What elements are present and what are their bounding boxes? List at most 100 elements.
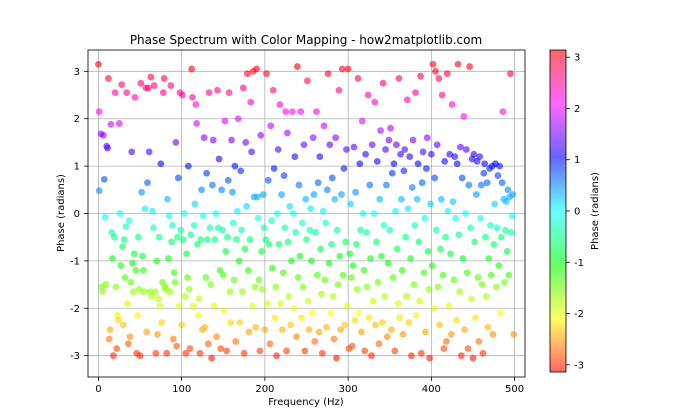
scatter-point [499, 108, 507, 116]
scatter-point [167, 82, 175, 89]
y-tick-label: -1 [70, 256, 80, 267]
scatter-point [397, 150, 404, 158]
y-tick-label: 3 [74, 67, 80, 78]
scatter-point [395, 75, 403, 82]
scatter-point [117, 262, 125, 270]
scatter-point [182, 349, 190, 357]
scatter-point [404, 205, 412, 213]
scatter-point [459, 255, 467, 262]
scatter-point [165, 212, 173, 220]
scatter-point [222, 248, 230, 255]
scatter-point [452, 214, 459, 222]
scatter-point [402, 293, 410, 300]
scatter-point [451, 153, 459, 161]
scatter-point [318, 290, 325, 298]
scatter-point [460, 112, 468, 120]
scatter-point [270, 165, 278, 172]
scatter-point [375, 340, 383, 348]
scatter-point [456, 288, 464, 296]
scatter-point [95, 187, 103, 195]
scatter-point [111, 89, 119, 97]
scatter-point [136, 352, 144, 360]
scatter-point [394, 300, 402, 307]
scatter-point [149, 207, 156, 215]
scatter-point [191, 200, 199, 208]
scatter-point [430, 304, 438, 312]
scatter-point [263, 300, 271, 307]
colorbar-tick-label: -2 [574, 309, 584, 320]
scatter-point [170, 269, 178, 277]
scatter-point [109, 255, 116, 262]
scatter-point [412, 311, 420, 319]
x-tick-label: 300 [339, 384, 358, 395]
scatter-point [261, 326, 269, 334]
scatter-point [359, 210, 367, 217]
scatter-point [387, 124, 394, 132]
scatter-point [246, 236, 254, 243]
scatter-point [341, 321, 349, 329]
scatter-point [293, 63, 301, 70]
scatter-point [110, 233, 118, 241]
scatter-point [256, 347, 264, 355]
scatter-point [419, 148, 427, 156]
scatter-point [220, 307, 228, 315]
scatter-point [271, 314, 279, 322]
scatter-point [112, 283, 120, 291]
scatter-point [174, 233, 181, 241]
scatter-point [243, 202, 250, 210]
scatter-point [422, 328, 429, 336]
scatter-point [179, 91, 186, 99]
scatter-point [248, 148, 255, 156]
colorbar-tick-label: 2 [574, 104, 580, 115]
scatter-point [321, 276, 329, 284]
scatter-point [173, 342, 181, 350]
scatter-point [477, 181, 485, 189]
scatter-point [274, 146, 282, 153]
scatter-point [219, 271, 227, 279]
scatter-point [360, 266, 368, 274]
scatter-point [391, 347, 399, 355]
scatter-point [445, 302, 453, 310]
y-tick-label: 0 [74, 209, 80, 220]
scatter-point [435, 75, 443, 82]
scatter-point [323, 323, 330, 331]
scatter-point [190, 221, 198, 229]
scatter-point [475, 338, 483, 345]
scatter-point [217, 345, 225, 352]
scatter-point [469, 354, 477, 362]
scatter-point [95, 108, 103, 116]
scatter-point [316, 153, 324, 161]
scatter-point [408, 184, 416, 191]
scatter-point [195, 295, 203, 303]
scatter-point [299, 283, 307, 291]
scatter-point [481, 160, 489, 168]
scatter-point [174, 174, 182, 182]
scatter-point [324, 70, 332, 78]
scatter-point [452, 316, 460, 324]
colorbar: -3 -2 -1 0 1 2 3 Phase (radians) [549, 49, 601, 373]
scatter-point [258, 285, 266, 293]
scatter-point [177, 226, 185, 234]
scatter-point [197, 236, 205, 243]
scatter-point [219, 226, 226, 234]
scatter-point [189, 302, 197, 310]
scatter-point [279, 269, 287, 277]
scatter-point [234, 115, 242, 123]
scatter-point [474, 274, 482, 281]
scatter-point [354, 75, 362, 82]
scatter-point [193, 120, 201, 127]
scatter-point [351, 316, 359, 324]
scatter-point [340, 165, 348, 172]
colorbar-label: Phase (radians) [590, 172, 601, 250]
scatter-point [480, 169, 488, 177]
scatter-point [386, 226, 394, 234]
scatter-point [169, 335, 177, 343]
scatter-point [255, 276, 263, 284]
scatter-point [304, 297, 312, 305]
x-axis-ticks: 0 100 200 300 400 500 [95, 377, 524, 395]
scatter-point [417, 349, 425, 357]
scatter-point [338, 191, 345, 198]
scatter-point [201, 323, 209, 331]
scatter-point [327, 309, 335, 317]
scatter-point [348, 274, 355, 281]
